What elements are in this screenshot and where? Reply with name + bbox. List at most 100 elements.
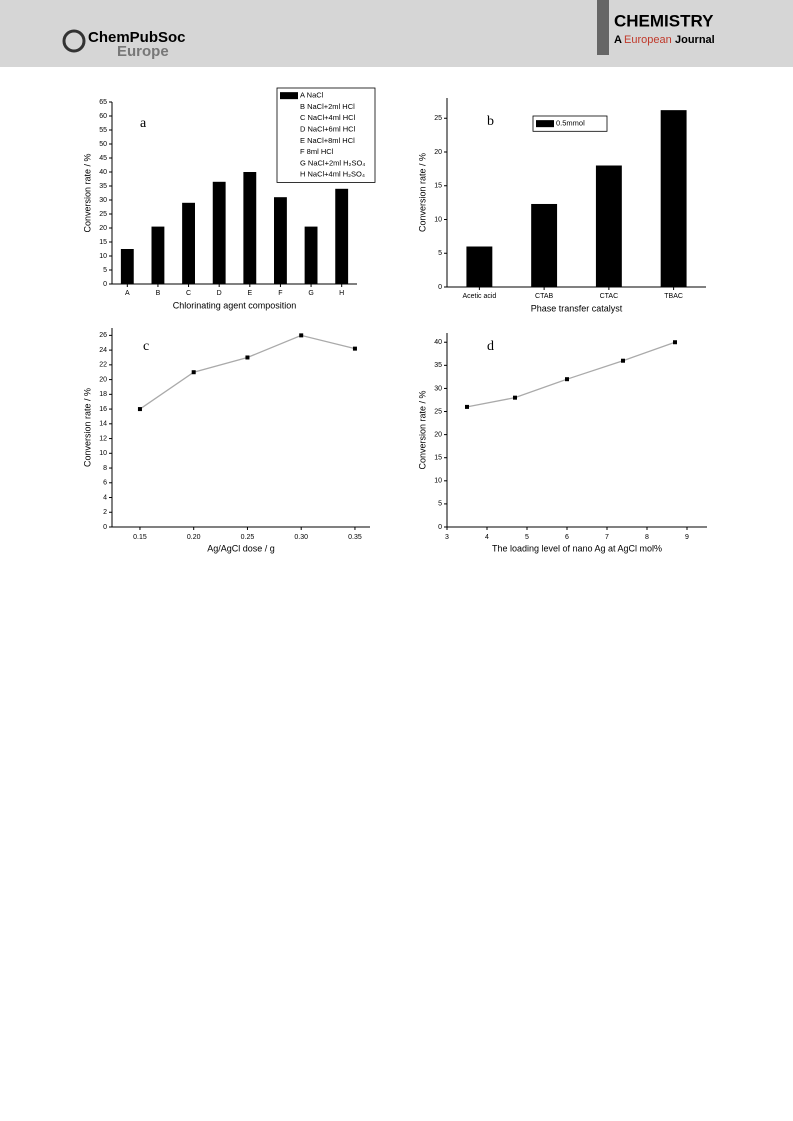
x-tick-label: Acetic acid bbox=[462, 293, 496, 300]
publisher: ChemPubSoc bbox=[88, 29, 186, 46]
y-tick-label: 15 bbox=[434, 455, 442, 462]
x-tick-label: 9 bbox=[685, 534, 689, 541]
marker bbox=[513, 395, 517, 400]
bar bbox=[466, 246, 493, 287]
y-axis-label: Conversion rate / % bbox=[82, 153, 92, 232]
x-axis-label: Ag/AgCl dose / g bbox=[207, 543, 275, 553]
marker bbox=[137, 407, 142, 412]
y-tick-label: 25 bbox=[99, 211, 107, 218]
publisher-sub: Europe bbox=[117, 43, 169, 60]
bar bbox=[274, 197, 287, 284]
marker bbox=[245, 355, 250, 360]
legend-label: C NaCl+4ml HCl bbox=[300, 113, 356, 122]
y-tick-label: 6 bbox=[103, 480, 107, 487]
y-tick-label: 25 bbox=[434, 408, 442, 415]
legend-swatch bbox=[280, 92, 298, 100]
y-tick-label: 0 bbox=[103, 524, 107, 531]
y-tick-label: 20 bbox=[99, 225, 107, 232]
bar bbox=[151, 226, 165, 284]
journal-a: A bbox=[614, 34, 622, 46]
y-tick-label: 8 bbox=[103, 465, 107, 472]
header-bar bbox=[597, 0, 609, 55]
journal-journal: Journal bbox=[675, 34, 715, 46]
x-tick-label: 7 bbox=[605, 534, 609, 541]
journal: CHEMISTRY bbox=[614, 11, 714, 30]
x-tick-label: A bbox=[125, 290, 130, 297]
x-tick-label: 4 bbox=[485, 534, 489, 541]
y-tick-label: 35 bbox=[99, 183, 107, 190]
x-tick-label: C bbox=[186, 290, 191, 297]
line bbox=[139, 334, 356, 410]
y-tick-label: 24 bbox=[99, 347, 107, 354]
y-axis-label: Conversion rate / % bbox=[82, 388, 92, 467]
y-tick-label: 16 bbox=[99, 406, 107, 413]
x-tick-label: 0.30 bbox=[294, 534, 308, 541]
y-tick-label: 0 bbox=[438, 524, 442, 531]
marker bbox=[673, 340, 677, 345]
x-axis-label: Phase transfer catalyst bbox=[531, 303, 623, 313]
marker bbox=[465, 404, 469, 409]
legend-label: D NaCl+6ml HCl bbox=[300, 125, 356, 134]
y-tick-label: 4 bbox=[103, 494, 107, 501]
bar bbox=[595, 165, 622, 287]
y-axis-label: Conversion rate / % bbox=[417, 153, 427, 232]
y-tick-label: 55 bbox=[99, 127, 107, 134]
bar bbox=[182, 202, 195, 284]
panel-label: c bbox=[143, 339, 149, 354]
y-tick-label: 65 bbox=[99, 99, 107, 106]
panel-label: d bbox=[487, 339, 494, 354]
legend-label: G NaCl+2ml H₂SO₄ bbox=[300, 158, 365, 167]
y-axis-label: Conversion rate / % bbox=[417, 390, 427, 469]
panel-label: a bbox=[140, 116, 147, 131]
y-tick-label: 15 bbox=[99, 239, 107, 246]
y-tick-label: 14 bbox=[99, 421, 107, 428]
bar bbox=[660, 110, 687, 288]
x-tick-label: D bbox=[217, 290, 222, 297]
marker bbox=[352, 346, 357, 351]
legend-swatch bbox=[536, 120, 554, 128]
x-tick-label: B bbox=[156, 290, 161, 297]
legend-label: 0.5mmol bbox=[556, 119, 585, 128]
y-tick-label: 40 bbox=[99, 169, 107, 176]
legend-box bbox=[532, 115, 608, 132]
y-tick-label: 40 bbox=[434, 339, 442, 346]
legend-label: B NaCl+2ml HCl bbox=[300, 102, 355, 111]
bar bbox=[120, 249, 134, 284]
y-tick-label: 10 bbox=[434, 478, 442, 485]
y-tick-label: 10 bbox=[434, 216, 442, 223]
marker bbox=[191, 370, 196, 375]
y-tick-label: 18 bbox=[99, 391, 107, 398]
x-tick-label: 5 bbox=[525, 534, 529, 541]
bar bbox=[243, 172, 257, 284]
y-tick-label: 30 bbox=[434, 385, 442, 392]
x-tick-label: 0.35 bbox=[348, 534, 362, 541]
bar bbox=[304, 226, 318, 284]
x-tick-label: CTAC bbox=[600, 293, 619, 300]
y-tick-label: 2 bbox=[103, 509, 107, 516]
legend-label: H NaCl+4ml H₂SO₄ bbox=[300, 170, 365, 179]
legend-label: E NaCl+8ml HCl bbox=[300, 136, 355, 145]
x-tick-label: CTAB bbox=[535, 293, 553, 300]
legend-label: F 8ml HCl bbox=[300, 147, 334, 156]
y-tick-label: 35 bbox=[434, 362, 442, 369]
y-tick-label: 20 bbox=[99, 376, 107, 383]
marker bbox=[621, 358, 625, 363]
y-tick-label: 22 bbox=[99, 362, 107, 369]
logo bbox=[62, 29, 86, 53]
y-tick-label: 20 bbox=[434, 149, 442, 156]
y-tick-label: 20 bbox=[434, 431, 442, 438]
y-tick-label: 12 bbox=[99, 435, 107, 442]
x-tick-label: 6 bbox=[565, 534, 569, 541]
y-tick-label: 10 bbox=[99, 253, 107, 260]
x-tick-label: TBAC bbox=[664, 293, 683, 300]
y-tick-label: 15 bbox=[434, 183, 442, 190]
y-tick-label: 50 bbox=[99, 141, 107, 148]
marker bbox=[565, 377, 569, 382]
y-tick-label: 5 bbox=[103, 267, 107, 274]
bar bbox=[212, 181, 226, 284]
x-tick-label: 0.20 bbox=[187, 534, 201, 541]
x-tick-label: 3 bbox=[445, 534, 449, 541]
bar bbox=[531, 203, 558, 287]
